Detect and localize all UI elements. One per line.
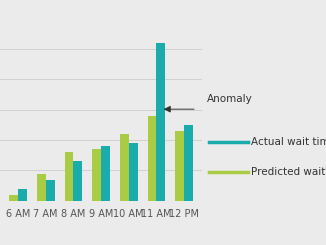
Bar — [73, 161, 82, 201]
Bar — [184, 125, 193, 201]
Bar — [65, 152, 73, 201]
Bar — [156, 43, 165, 201]
Bar — [120, 134, 129, 201]
Bar — [148, 116, 156, 201]
Bar — [46, 180, 54, 201]
Bar — [92, 149, 101, 201]
Bar — [175, 131, 184, 201]
Text: Actual wait time: Actual wait time — [251, 137, 326, 147]
Text: Anomaly: Anomaly — [207, 94, 253, 104]
Bar — [101, 146, 110, 201]
Bar — [129, 143, 138, 201]
Bar — [18, 189, 27, 201]
Bar — [9, 195, 18, 201]
Bar — [37, 173, 46, 201]
Text: Predicted wait tim: Predicted wait tim — [251, 167, 326, 176]
